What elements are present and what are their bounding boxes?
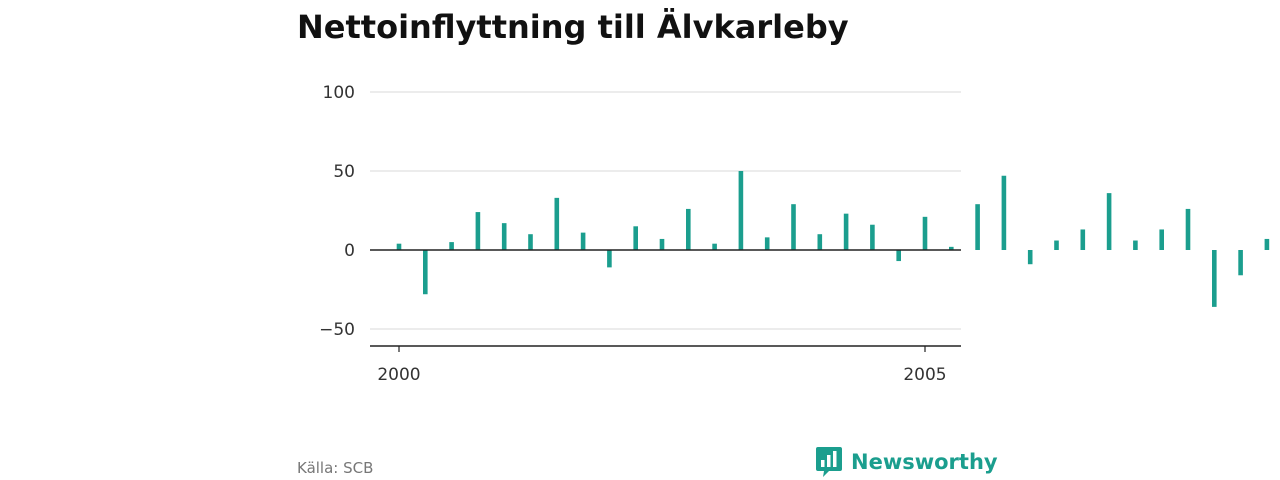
bar <box>738 171 744 250</box>
bar <box>1264 238 1270 250</box>
bar <box>764 237 770 250</box>
bar <box>896 250 901 262</box>
bar <box>1159 229 1164 250</box>
bar <box>607 250 612 268</box>
bar <box>791 204 796 250</box>
y-tick-label: −50 <box>319 320 355 340</box>
y-tick-label: 50 <box>333 162 355 182</box>
bar <box>1238 250 1243 276</box>
brand-name: Newsworthy <box>851 450 998 474</box>
bar <box>423 250 428 295</box>
bar <box>817 234 823 250</box>
bar <box>528 234 533 250</box>
source-note: Källa: SCB <box>297 459 374 477</box>
bar <box>1212 250 1217 307</box>
bar <box>870 224 875 250</box>
bar <box>1001 175 1007 250</box>
bar <box>686 208 691 250</box>
bar <box>712 243 717 250</box>
bar <box>475 212 481 250</box>
bar <box>949 246 954 250</box>
bar <box>501 223 507 250</box>
bar <box>922 216 928 250</box>
chart-title: Nettoinflyttning till Älvkarleby <box>297 8 849 46</box>
bar <box>1080 229 1086 250</box>
bar <box>633 226 638 250</box>
bar <box>449 242 454 250</box>
bar <box>975 204 980 250</box>
x-tick-label: 2005 <box>903 365 946 385</box>
brand-logo: Newsworthy <box>815 446 998 478</box>
bar <box>659 238 665 250</box>
bar <box>1106 193 1112 250</box>
bar <box>1185 208 1191 250</box>
bar <box>554 197 560 250</box>
y-tick-label: 0 <box>344 241 355 261</box>
bar <box>1027 250 1033 265</box>
newsworthy-logo-icon <box>816 447 842 477</box>
bar <box>580 232 586 250</box>
bar <box>396 243 402 250</box>
bar <box>1054 240 1059 250</box>
x-tick-label: 2000 <box>377 365 420 385</box>
y-tick-label: 100 <box>323 83 355 103</box>
bar <box>843 213 849 250</box>
bar <box>1133 240 1138 250</box>
